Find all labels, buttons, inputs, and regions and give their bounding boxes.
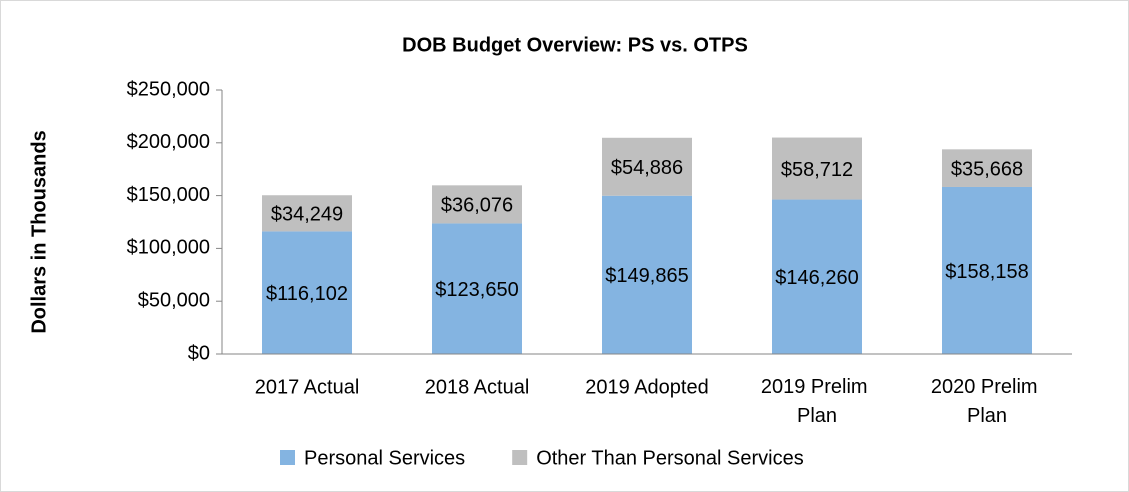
x-tick-label: 2017 Actual [255,376,360,398]
legend-swatch [512,450,528,465]
y-tick-label: $100,000 [127,237,210,259]
value-label: $158,158 [945,261,1028,283]
value-label: $123,650 [435,279,518,301]
y-axis-title: Dollars in Thousands [28,130,50,333]
value-label: $34,249 [271,204,343,226]
chart-title: DOB Budget Overview: PS vs. OTPS [402,34,748,56]
bar-segment [262,195,352,232]
value-label: $54,886 [611,157,683,179]
value-label: $36,076 [441,195,513,217]
bar-segment [942,149,1032,187]
bar-segment [602,137,692,196]
legend-label: Personal Services [304,447,465,469]
y-tick-label: $0 [188,342,210,364]
legend-swatch [280,450,295,465]
y-tick-label: $150,000 [127,184,210,206]
bar-segment [942,186,1032,354]
bar-segment [602,195,692,354]
y-tick-label: $50,000 [138,289,210,311]
value-label: $116,102 [266,283,348,305]
legend-label: Other Than Personal Services [536,447,804,469]
y-tick-label: $250,000 [127,78,210,100]
value-label: $35,668 [951,158,1023,180]
x-tick-label: 2020 Prelim Plan [931,376,1043,427]
bar-segment [262,231,352,354]
x-tick-label: 2019 Adopted [585,376,708,398]
y-tick-label: $200,000 [127,131,210,153]
bar-segment [432,223,522,354]
x-tick-label: 2018 Actual [425,376,530,398]
value-label: $149,865 [605,265,688,287]
bar-segment [772,199,862,354]
x-tick-label: 2019 Prelim Plan [761,376,873,427]
bar-segment [432,185,522,224]
bar-segment [772,137,862,200]
value-label: $146,260 [775,267,858,289]
value-label: $58,712 [781,159,853,181]
